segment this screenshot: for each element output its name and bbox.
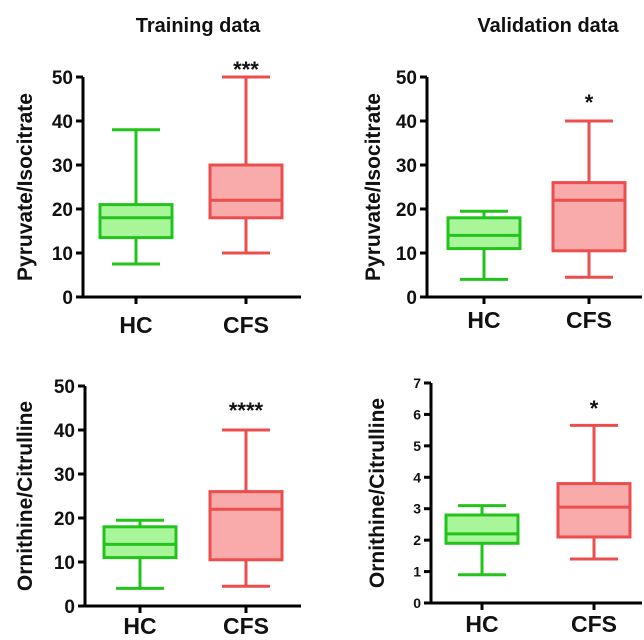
y-tick-label: 7 [413,375,421,391]
y-tick-label: 30 [396,156,417,177]
y-tick-label: 20 [396,200,417,221]
category-label-cfs: CFS [223,613,269,639]
column-title-validation: Validation data [477,15,619,37]
significance-marker: **** [229,398,264,423]
y-tick-label: 0 [406,288,417,309]
y-tick-label: 10 [52,244,73,265]
category-label-cfs: CFS [571,611,617,637]
box-iqr [556,482,632,539]
box-iqr [208,163,284,220]
y-tick-label: 50 [396,68,417,89]
y-tick-label: 10 [396,244,417,265]
box-iqr [551,181,627,253]
y-tick-label: 30 [54,465,75,486]
category-label-hc: HC [123,613,156,639]
y-axis-label: Pyruvate/Isocitrate [14,93,37,281]
significance-marker: * [590,396,599,421]
y-tick-label: 10 [54,553,75,574]
y-tick-label: 1 [413,564,421,580]
box-hc [98,128,174,266]
boxplot-panel-2: 0 10 20 30 40 50 Pyruvate/Isocitrate HC CFS * [362,68,642,333]
category-label-cfs: CFS [566,307,612,333]
category-label-hc: HC [465,611,498,637]
boxplot-panel-1: 0 10 20 30 40 50 Pyruvate/Isocitrate HC CFS *** [14,57,301,338]
y-tick-label: 0 [62,288,73,309]
y-tick-label: 5 [413,438,421,454]
box-cfs [208,428,284,588]
y-tick-label: 20 [52,200,73,221]
y-tick-label: 40 [396,112,417,133]
y-tick-label: 2 [413,532,421,548]
box-cfs [551,119,627,279]
box-iqr [444,513,520,545]
box-cfs [556,423,632,561]
column-title-training: Training data [136,15,261,37]
y-tick-label: 6 [413,406,421,422]
box-hc [446,209,522,281]
category-label-hc: HC [467,307,500,333]
y-axis-label: Pyruvate/Isocitrate [362,93,385,281]
box-hc [102,518,178,590]
box-iqr [446,216,522,251]
y-tick-label: 4 [413,469,421,485]
y-tick-label: 0 [413,595,421,611]
category-label-cfs: CFS [223,312,269,338]
boxplot-panel-4: 0 1 2 3 4 5 6 7 Ornithine/Citrulline HC CFS * [366,375,642,637]
box-cfs [208,75,284,255]
box-hc [444,504,520,577]
y-tick-label: 40 [52,112,73,133]
box-iqr [102,525,178,560]
box-iqr [98,203,174,240]
y-tick-label: 50 [52,68,73,89]
y-tick-label: 30 [52,156,73,177]
significance-marker: *** [233,57,259,82]
y-tick-label: 0 [64,597,75,618]
category-label-hc: HC [119,312,152,338]
significance-marker: * [585,90,594,115]
box-iqr [208,490,284,562]
y-axis-label: Ornithine/Citrulline [14,401,37,591]
y-tick-label: 20 [54,509,75,530]
y-axis-label: Ornithine/Citrulline [366,398,389,588]
y-tick-label: 40 [54,421,75,442]
y-tick-label: 50 [54,377,75,398]
boxplot-panel-3: 0 10 20 30 40 50 Ornithine/Citrulline HC CFS **** [14,377,301,639]
y-tick-label: 3 [413,501,421,517]
